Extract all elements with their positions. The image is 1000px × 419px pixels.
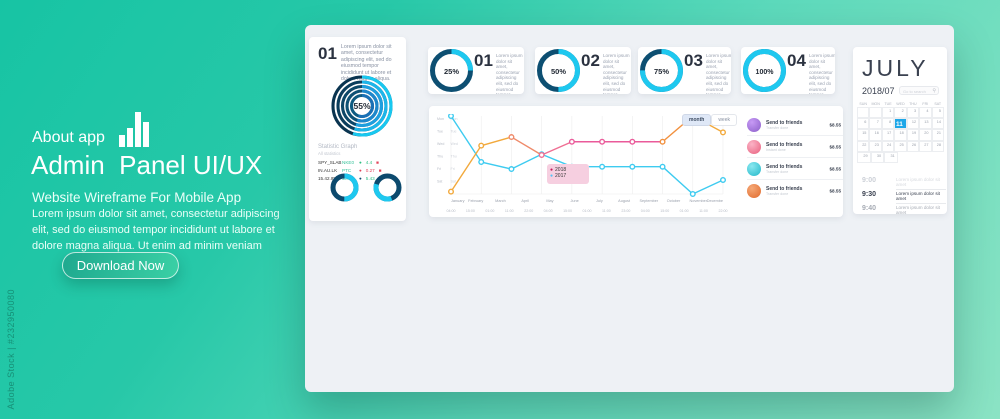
svg-text:Mon: Mon bbox=[437, 117, 444, 121]
svg-text:22:00: 22:00 bbox=[524, 209, 533, 213]
svg-text:75%: 75% bbox=[654, 67, 669, 76]
svg-text:11:00: 11:00 bbox=[505, 209, 514, 213]
svg-text:June: June bbox=[571, 199, 579, 203]
svg-text:January: January bbox=[451, 199, 465, 203]
svg-text:Thu: Thu bbox=[437, 155, 443, 159]
svg-text:50%: 50% bbox=[551, 67, 566, 76]
svg-text:Tue: Tue bbox=[437, 130, 443, 134]
svg-text:February: February bbox=[468, 199, 483, 203]
svg-text:15:00: 15:00 bbox=[466, 209, 475, 213]
svg-text:September: September bbox=[640, 199, 659, 203]
svg-text:July: July bbox=[596, 199, 603, 203]
svg-text:15:00: 15:00 bbox=[660, 209, 669, 213]
svg-text:Tue: Tue bbox=[451, 130, 457, 134]
svg-text:04:00: 04:00 bbox=[447, 209, 456, 213]
svg-text:April: April bbox=[521, 199, 529, 203]
svg-text:March: March bbox=[495, 199, 506, 203]
svg-text:22:00: 22:00 bbox=[719, 209, 728, 213]
svg-text:Thu: Thu bbox=[451, 155, 457, 159]
svg-text:Decembe: Decembe bbox=[707, 199, 723, 203]
svg-text:11:00: 11:00 bbox=[699, 209, 708, 213]
svg-text:11:00: 11:00 bbox=[602, 209, 611, 213]
svg-text:04:00: 04:00 bbox=[544, 209, 553, 213]
svg-text:15:00: 15:00 bbox=[563, 209, 572, 213]
svg-text:Wed: Wed bbox=[437, 142, 444, 146]
svg-text:Wed: Wed bbox=[451, 142, 458, 146]
svg-text:01:00: 01:00 bbox=[680, 209, 689, 213]
svg-text:25%: 25% bbox=[444, 67, 459, 76]
svg-text:Sat: Sat bbox=[451, 180, 456, 184]
svg-text:55%: 55% bbox=[353, 101, 370, 111]
svg-text:23:00: 23:00 bbox=[621, 209, 630, 213]
svg-text:Fri: Fri bbox=[437, 167, 441, 171]
svg-text:October: October bbox=[667, 199, 681, 203]
svg-text:04:00: 04:00 bbox=[641, 209, 650, 213]
svg-text:Sat: Sat bbox=[437, 180, 442, 184]
svg-text:100%: 100% bbox=[756, 69, 775, 76]
svg-text:Fri: Fri bbox=[451, 167, 455, 171]
svg-text:August: August bbox=[618, 199, 631, 203]
svg-text:May: May bbox=[546, 199, 553, 203]
svg-text:01:00: 01:00 bbox=[485, 209, 494, 213]
svg-text:01:00: 01:00 bbox=[583, 209, 592, 213]
svg-text:November: November bbox=[690, 199, 708, 203]
